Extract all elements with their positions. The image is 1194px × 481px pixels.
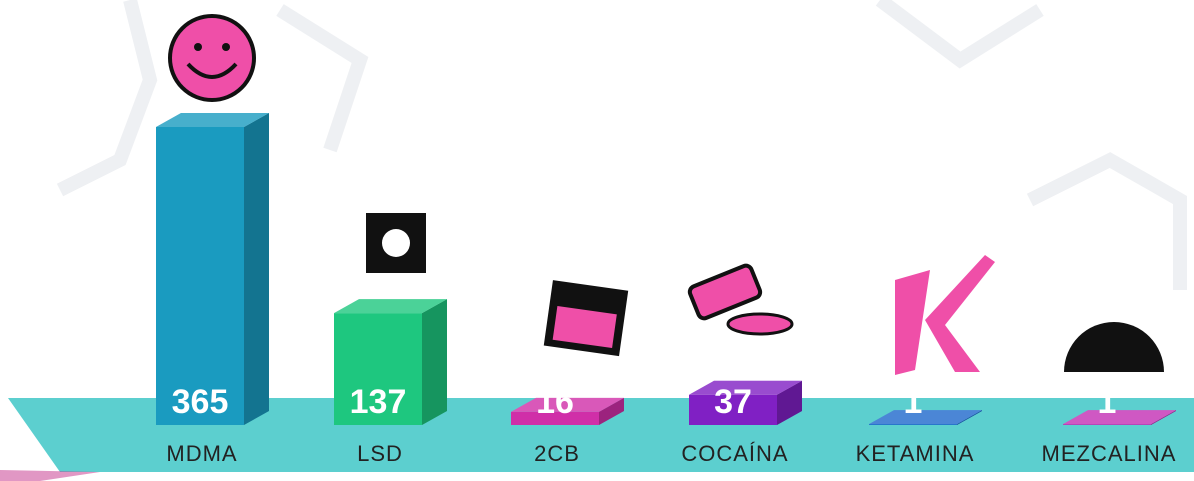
value-label: 37 bbox=[714, 383, 752, 421]
value-label: 365 bbox=[172, 383, 229, 421]
icon-blotter bbox=[544, 280, 628, 356]
bar bbox=[1063, 424, 1151, 425]
category-label: COCAÍNA bbox=[681, 441, 788, 466]
category-label: KETAMINA bbox=[856, 441, 975, 466]
category-label: 2CB bbox=[534, 441, 580, 466]
icon-k bbox=[895, 255, 995, 375]
bar-side-shade bbox=[244, 113, 269, 425]
chart: 365 MDMA 137 LSD 16 2CB 37 COCAÍNA 1 KETAMINA 1 MEZ… bbox=[0, 0, 1194, 481]
icon-stamp bbox=[366, 213, 426, 273]
bar bbox=[156, 127, 244, 425]
value-label: 16 bbox=[536, 383, 574, 421]
value-label: 1 bbox=[1098, 383, 1117, 421]
bar bbox=[869, 424, 957, 425]
icon-razor bbox=[688, 264, 792, 334]
icon-cactus bbox=[1064, 322, 1164, 372]
bar-side-shade bbox=[422, 299, 447, 425]
category-label: LSD bbox=[357, 441, 403, 466]
icon-smiley bbox=[170, 16, 254, 100]
value-label: 1 bbox=[904, 383, 923, 421]
category-label: MEZCALINA bbox=[1042, 441, 1177, 466]
value-label: 137 bbox=[350, 383, 407, 421]
category-label: MDMA bbox=[166, 441, 237, 466]
